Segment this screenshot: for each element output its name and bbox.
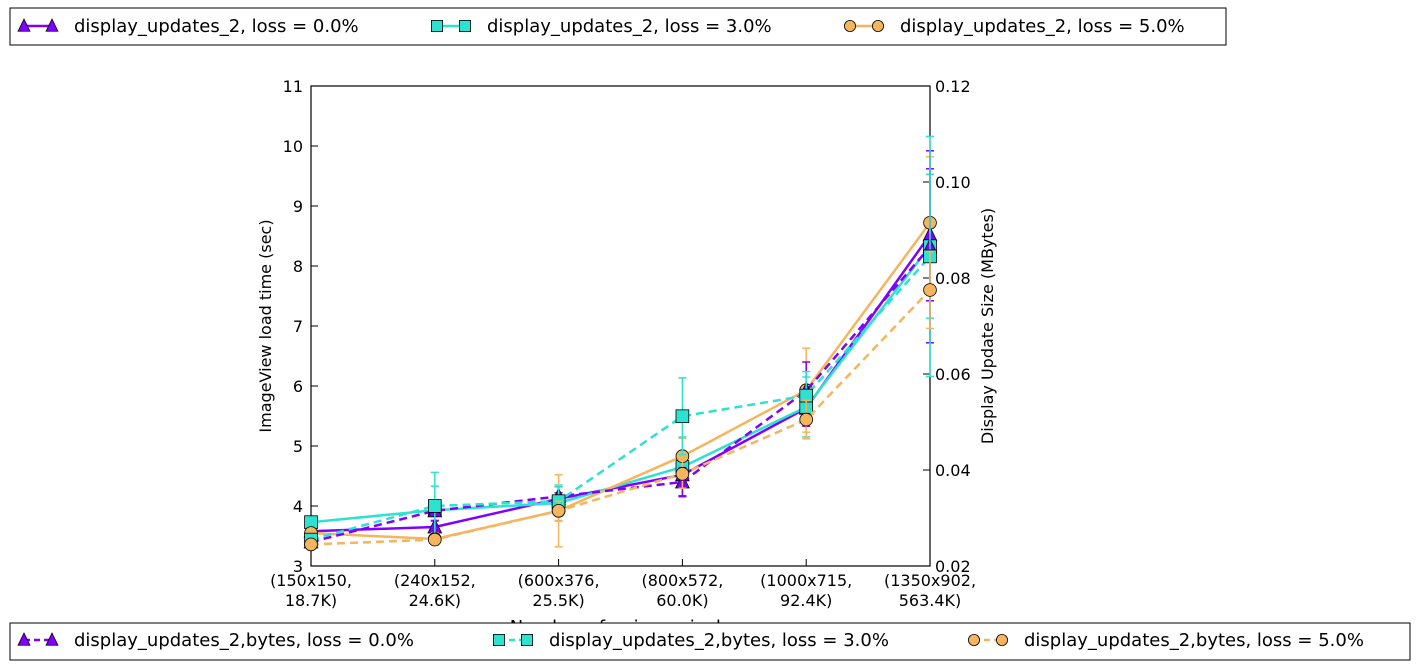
right-axis-ticks: 0.02 0.04 0.06 0.08 0.10 0.12: [923, 77, 971, 576]
legend-marker: [458, 19, 471, 32]
y2-tick-label: 0.04: [935, 461, 971, 480]
data-point: [304, 537, 318, 552]
legend-label: display_updates_2,bytes, loss = 3.0%: [549, 630, 889, 651]
legend-marker: [45, 632, 59, 646]
y-tick-label: 5: [293, 437, 303, 456]
x-tick-label: (1000x715, 92.4K): [760, 571, 852, 610]
y-tick-label: 8: [293, 257, 303, 276]
x-axis-ticks: (150x150, 18.7K) (240x152, 24.6K) (600x376, 2…: [270, 559, 976, 610]
legend-marker: [844, 19, 857, 32]
data-point: [427, 532, 442, 547]
legend-label: display_updates_2,bytes, loss = 0.0%: [74, 630, 414, 651]
y-axis-label: ImageView load time (sec): [256, 219, 275, 432]
x-tick-label: (1350x902, 563.4K): [884, 571, 976, 610]
series-line: [310, 222, 932, 541]
x-tick-label: (150x150, 18.7K): [270, 571, 352, 610]
y-tick-label: 6: [293, 377, 303, 396]
legend-label: display_updates_2,bytes, loss = 5.0%: [1024, 630, 1364, 651]
y2-tick-label: 0.12: [935, 77, 971, 96]
series-line: [310, 289, 931, 546]
y-tick-label: 7: [293, 317, 303, 336]
series-line: [310, 255, 931, 541]
y2-tick-label: 0.10: [935, 173, 971, 192]
series-layer: [303, 135, 938, 552]
x-tick-label: (240x152, 24.6K): [394, 571, 476, 610]
data-point: [675, 467, 690, 481]
legend-marker: [968, 634, 981, 647]
legend-marker: [492, 634, 505, 647]
y2-tick-label: 0.02: [935, 557, 971, 576]
legend-marker: [521, 634, 534, 647]
legend-bottom: display_updates_2,bytes, loss = 0.0% disp…: [9, 622, 1411, 661]
series-line: [310, 245, 931, 544]
legend-marker: [430, 19, 443, 32]
x-tick-label: (600x376, 25.5K): [518, 571, 600, 610]
legend-marker: [872, 19, 885, 32]
y2-tick-label: 0.06: [935, 365, 971, 384]
series-5: [304, 250, 937, 552]
y2-tick-label: 0.08: [935, 269, 971, 288]
legend-label: display_updates_2, loss = 0.0%: [74, 16, 359, 37]
legend-label: display_updates_2, loss = 3.0%: [487, 16, 772, 37]
data-point: [427, 499, 442, 513]
plot-area: [310, 85, 931, 567]
data-point: [923, 283, 937, 297]
y2-axis-label: Display Update Size (MBytes): [978, 208, 997, 444]
data-point: [675, 409, 690, 424]
x-tick-label: (800x572, 60.0K): [641, 571, 723, 610]
legend-marker: [996, 634, 1009, 647]
legend-marker: [17, 18, 31, 32]
legend-marker: [17, 632, 31, 646]
legend-top: display_updates_2, loss = 0.0% display_up…: [9, 7, 1227, 46]
y-tick-label: 11: [283, 77, 303, 96]
legend-label: display_updates_2, loss = 5.0%: [900, 16, 1185, 37]
legend-marker: [45, 18, 59, 32]
y-tick-label: 4: [293, 497, 303, 516]
left-axis-ticks: 3 4 5 6 7 8 9 10 11: [283, 77, 318, 576]
y-tick-label: 10: [283, 137, 303, 156]
data-point: [551, 503, 566, 518]
y-tick-label: 9: [293, 197, 303, 216]
y-tick-label: 3: [293, 557, 303, 576]
data-point: [799, 412, 813, 427]
